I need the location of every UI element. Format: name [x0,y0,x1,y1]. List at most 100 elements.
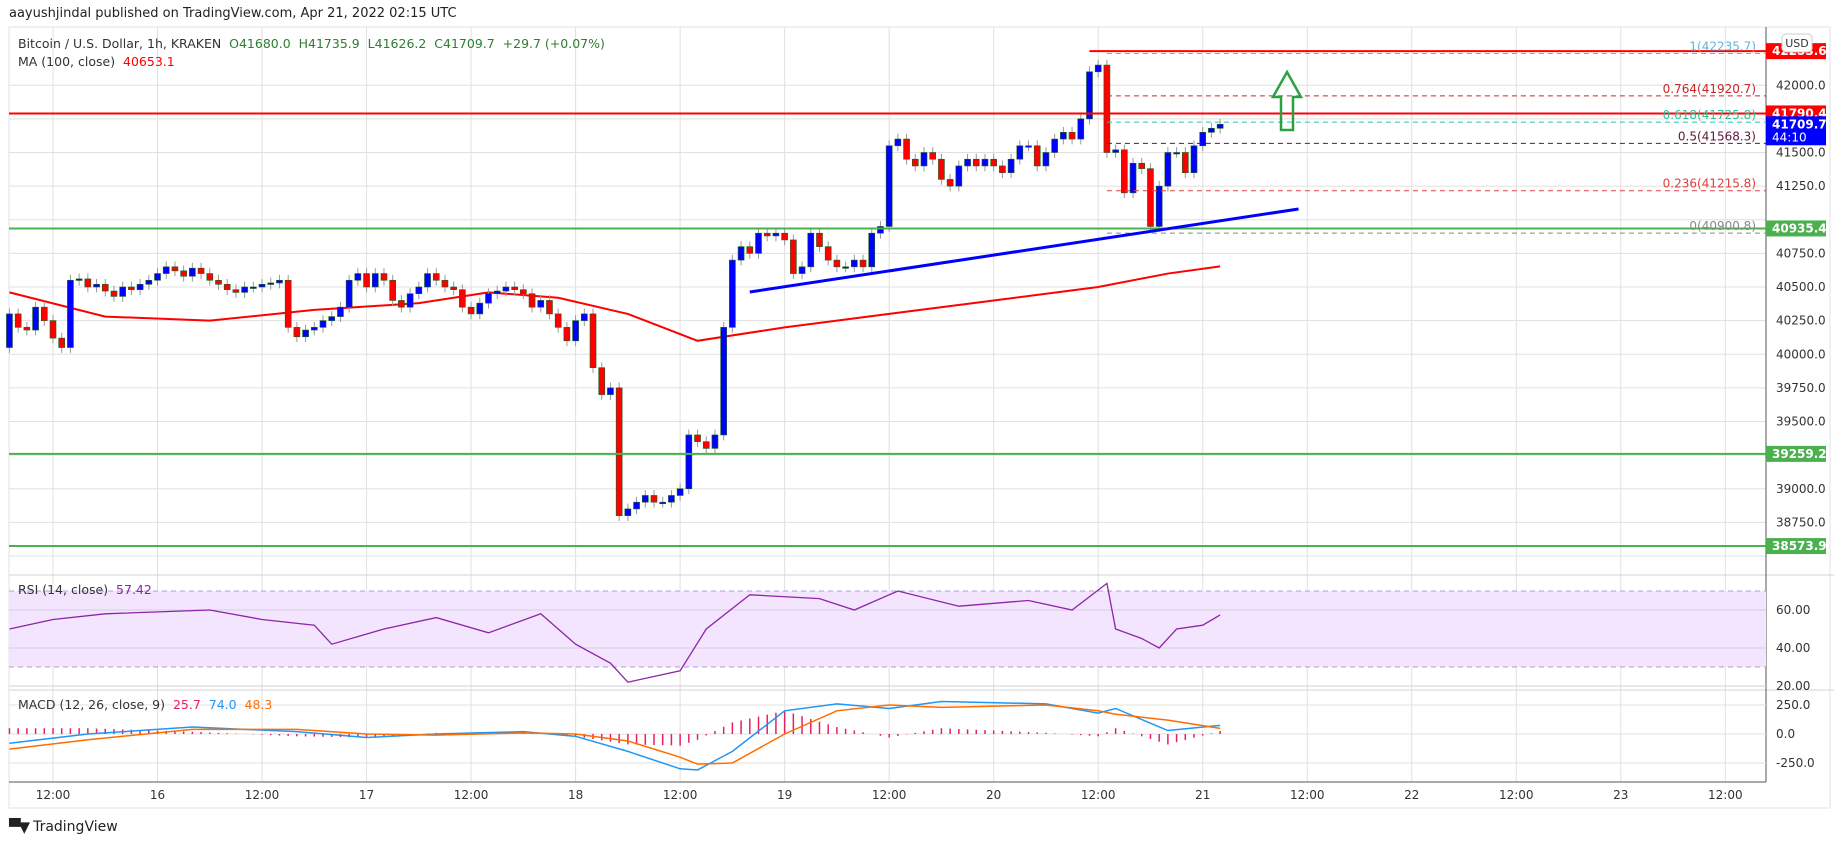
candle-down [972,158,980,167]
symbol-name: Bitcoin / U.S. Dollar, 1h, KRAKEN [18,36,222,51]
price-tick-label: 40500.0 [1776,280,1826,294]
candle-down [441,279,449,288]
time-tick-label: 19 [777,788,792,802]
candle-down [1068,132,1076,140]
candle-down [650,495,658,503]
candle-down [790,239,797,274]
candle-down [171,266,179,272]
candle-up [6,313,13,348]
ma-label: MA (100, close) [18,54,116,69]
candle-down [49,320,57,339]
candle-up [1007,158,1015,173]
candle-up [1016,145,1024,160]
candle-up [415,286,423,295]
candle-up [1112,149,1119,153]
ohlc-open: O41680.0 [229,36,291,51]
time-tick-label: 17 [359,788,374,802]
candle-down [284,279,292,328]
rsi-legend: RSI (14, close) 57.42 [18,582,152,597]
candle-down [911,158,919,167]
candle-down [1138,162,1146,169]
candle-up [493,290,501,295]
candle-down [946,179,954,187]
candle-down [14,313,22,328]
tradingview-logo[interactable]: ▀▼ TradingView [9,818,118,836]
candle-up [267,282,275,285]
ohlc-high: H41735.9 [298,36,360,51]
candle-down [589,313,597,368]
current-price-badge [1766,116,1826,146]
fib-level-label: 1(42235.7) [1689,40,1756,54]
candle-down [197,267,205,274]
candle-down [459,289,466,308]
candle-down [929,152,937,160]
price-tick-label: 40250.0 [1776,314,1826,328]
candle-up [885,145,893,227]
candle-down [1103,64,1111,153]
candle-up [319,320,327,328]
candle-down [215,279,222,285]
fib-level-label: 0.618(41725.8) [1663,108,1756,122]
candle-down [702,441,710,449]
macd-signal-value: 48.3 [244,697,273,712]
candle-down [546,300,553,315]
candle-up [424,273,431,288]
candle-up [807,232,815,268]
price-tick-label: 40000.0 [1776,347,1826,361]
rsi-tick-label: 60.00 [1776,603,1810,617]
candle-down [563,327,571,342]
candle-down [101,284,109,292]
candle-down [781,232,788,241]
rsi-tick-label: 40.00 [1776,641,1810,655]
candle-down [467,306,475,315]
candle-up [685,434,693,490]
candle-up [729,259,736,328]
candle-up [755,232,762,254]
candle-up [1042,152,1050,167]
candle-up [93,284,100,288]
candle-down [1121,149,1128,194]
candle-up [920,152,928,167]
candle-up [964,158,971,167]
candle-up [1216,123,1224,129]
time-tick-label: 12:00 [454,788,489,802]
time-tick-label: 16 [150,788,165,802]
time-tick-label: 12:00 [1708,788,1743,802]
time-tick-label: 12:00 [1499,788,1534,802]
candle-up [32,306,39,331]
macd-signal-line [9,704,1221,765]
candle-down [110,290,118,297]
fib-level-label: 0.764(41920.7) [1663,82,1756,96]
candle-up [189,267,196,277]
bar-countdown: 44:10 [1772,130,1807,144]
support-trendline [749,207,1299,294]
candle-up [476,302,484,315]
candle-up [328,316,336,321]
candle-down [746,246,754,254]
candle-up [868,232,876,268]
rsi-value: 57.42 [116,582,152,597]
fib-level-label: 0.5(41568.3) [1678,129,1756,143]
candle-down [180,270,187,277]
level-price-label: 38573.9 [1772,539,1827,553]
candle-up [842,266,849,269]
candle-up [798,266,806,274]
candle-up [345,279,353,308]
ohlc-low: L41626.2 [367,36,427,51]
candle-up [633,501,640,510]
candle-down [1182,152,1189,173]
fib-level-label: 0.236(41215.8) [1663,177,1756,191]
candle-up [537,300,545,308]
candle-down [511,286,518,290]
ma-legend: MA (100, close) 40653.1 [18,54,175,69]
candle-down [40,306,48,321]
candle-down [598,367,606,395]
candle-up [981,158,989,167]
level-price-badge [1766,538,1826,555]
fib-level-label: 0(40900.8) [1689,219,1756,233]
price-tick-label: 42000.0 [1776,78,1826,92]
candle-down [223,284,231,290]
rsi-line [9,582,1221,683]
level-price-badge [1766,220,1826,237]
